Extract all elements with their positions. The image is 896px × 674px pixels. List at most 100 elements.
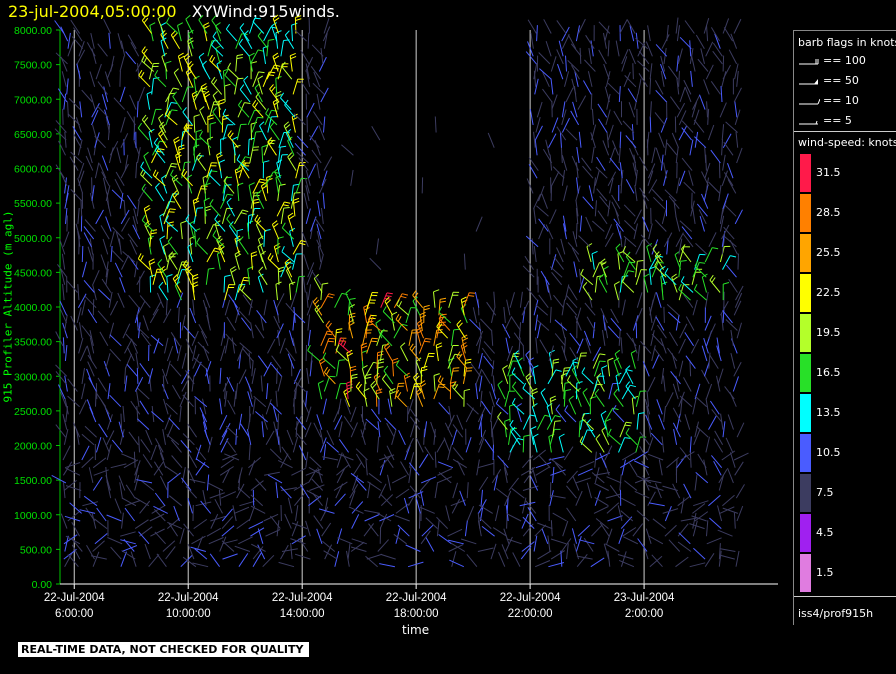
wind-barb [177, 306, 180, 323]
wind-barb [396, 304, 410, 316]
wind-barb-flag [236, 154, 241, 161]
wind-barb [380, 333, 393, 347]
wind-barb [721, 224, 730, 240]
wind-barb-flag [338, 359, 345, 361]
wind-barb-flag [436, 332, 443, 334]
wind-barb [624, 220, 637, 232]
wind-barb [69, 502, 82, 514]
wind-barb [220, 458, 235, 469]
wind-barb-flag [148, 258, 155, 263]
wind-barb [709, 354, 719, 369]
wind-barb [83, 226, 95, 240]
wind-barb [182, 394, 194, 408]
wind-barb [379, 345, 384, 362]
wind-barb [222, 124, 228, 141]
wind-barb [575, 25, 580, 42]
wind-barb [672, 383, 679, 400]
wind-barb-flag [248, 213, 255, 216]
wind-barb [579, 215, 583, 232]
wind-barb [632, 63, 634, 80]
wind-barb [595, 166, 608, 179]
wind-barb [719, 554, 735, 560]
wind-barb [108, 147, 114, 164]
wind-barb-flag [438, 306, 443, 313]
wind-barb-flag [269, 84, 274, 90]
wind-barb [322, 398, 327, 415]
wind-barb [451, 551, 457, 567]
wind-barb [203, 200, 207, 217]
wind-barb [522, 455, 534, 469]
wind-barb [189, 478, 206, 484]
wind-barb [497, 455, 509, 469]
wind-barb-flag [326, 369, 331, 375]
wind-barb [81, 325, 93, 339]
wind-barb [130, 400, 141, 415]
wind-barb [561, 368, 565, 384]
wind-barb [451, 498, 461, 514]
wind-barb [307, 329, 311, 346]
wind-barb [302, 399, 310, 415]
wind-barb-flag [603, 265, 609, 270]
wind-barb [243, 80, 252, 95]
wind-barb [116, 147, 122, 164]
wind-barb [379, 514, 395, 522]
wind-barb [624, 480, 638, 491]
speed-swatch [800, 474, 811, 512]
wind-barb-flag [314, 299, 320, 305]
wind-barb [690, 338, 700, 354]
wind-barb-flag [277, 236, 284, 239]
wind-barb-flag [453, 367, 460, 369]
wind-barb [102, 177, 108, 194]
flag-10-label: == 10 [823, 94, 859, 107]
wind-barb [324, 544, 333, 560]
wind-barb-flag [193, 75, 200, 80]
wind-barb-flag [159, 140, 166, 143]
wind-barb [226, 376, 235, 392]
wind-barb-flag [576, 381, 583, 384]
wind-barb [433, 291, 436, 308]
wind-barb [212, 235, 225, 248]
wind-barb [522, 516, 535, 529]
wind-barb-flag [579, 436, 584, 442]
wind-barb [310, 66, 322, 80]
wind-barb [304, 177, 310, 194]
wind-barb [78, 41, 85, 57]
wind-barb-flag [239, 84, 245, 90]
wind-barb [709, 279, 721, 293]
wind-barb [239, 342, 253, 354]
wind-barb [142, 315, 149, 331]
wind-barb [734, 209, 743, 225]
wind-barb [637, 538, 648, 552]
wind-barb [141, 60, 155, 72]
wind-barb-flag [572, 357, 579, 362]
wind-barb-flag [420, 314, 427, 319]
flag-50: == 50 [798, 74, 859, 87]
wind-barb [119, 86, 126, 103]
wind-barb [323, 550, 338, 560]
wind-barb-flag [320, 360, 326, 365]
wind-barb [506, 497, 509, 514]
wind-barb [222, 114, 236, 126]
wind-barb [646, 406, 650, 423]
wind-barb [365, 555, 378, 568]
wind-barb [379, 563, 395, 568]
wind-barb [636, 510, 650, 522]
platform-label: iss4/prof915h [798, 607, 874, 620]
wind-barb [122, 251, 136, 263]
wind-barb-flag [215, 45, 222, 49]
wind-barb [63, 93, 67, 110]
wind-barb [122, 323, 131, 339]
wind-barb [579, 441, 593, 453]
wind-barb [276, 428, 280, 445]
wind-barb [447, 353, 456, 369]
wind-barb [425, 537, 435, 552]
wind-barb [415, 497, 421, 514]
wind-barb [317, 467, 323, 484]
wind-barb-flag [283, 121, 290, 127]
wind-barb-flag [293, 200, 300, 204]
wind-barb [286, 429, 294, 445]
wind-barb-flag [626, 369, 633, 372]
wind-barb [305, 451, 309, 468]
wind-barb-flag [376, 391, 383, 395]
wind-barb [595, 438, 605, 453]
